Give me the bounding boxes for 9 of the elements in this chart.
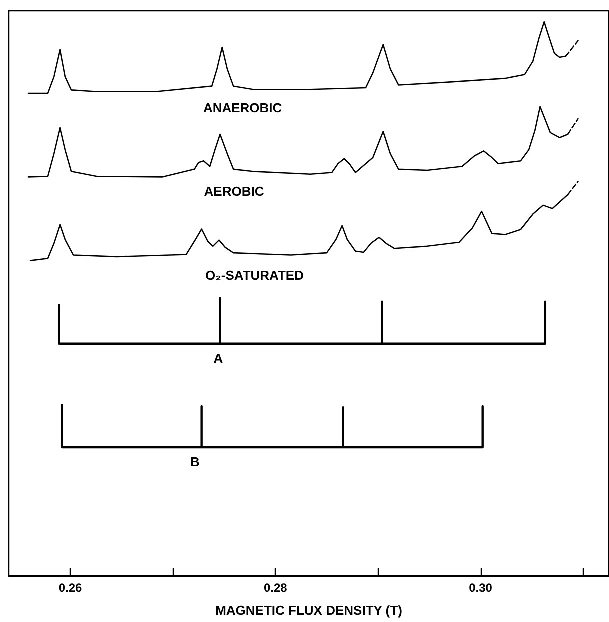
series-label: ANAEROBIC xyxy=(203,100,283,116)
series-label: O₂-SATURATED xyxy=(206,268,304,283)
series-label: AEROBIC xyxy=(204,184,265,200)
x-tick-label: 0.28 xyxy=(264,581,288,595)
x-axis-title: MAGNETIC FLUX DENSITY (T) xyxy=(216,603,402,618)
x-tick-label: 0.26 xyxy=(58,581,83,595)
series-label: B xyxy=(190,454,200,470)
x-tick-label: 0.30 xyxy=(469,581,493,595)
series-label: A xyxy=(214,350,224,366)
